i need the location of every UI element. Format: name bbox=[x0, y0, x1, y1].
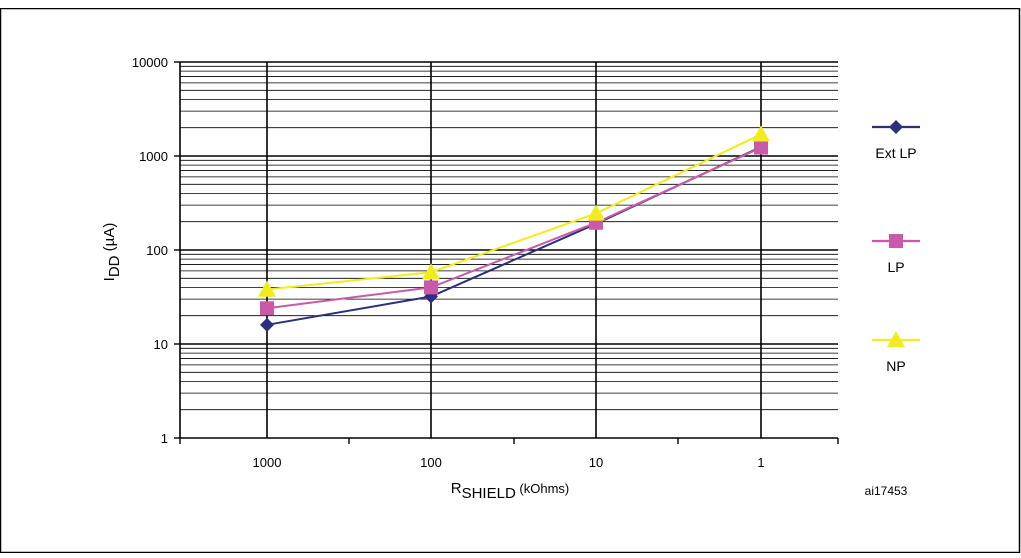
legend-label: Ext LP bbox=[875, 145, 916, 161]
data-point-np bbox=[752, 125, 770, 142]
x-tick-label: 100 bbox=[420, 455, 442, 470]
x-tick-label: 10 bbox=[589, 455, 603, 470]
legend-item-ext-lp: Ext LP bbox=[872, 120, 920, 161]
legend-marker bbox=[889, 234, 903, 248]
legend-label: LP bbox=[887, 259, 904, 275]
data-point-np bbox=[258, 280, 276, 297]
series-group bbox=[258, 125, 770, 332]
x-tick-label: 1 bbox=[757, 455, 764, 470]
figure-id-label: ai17453 bbox=[865, 484, 908, 498]
data-point-lp bbox=[754, 140, 768, 155]
data-point-np bbox=[587, 204, 605, 221]
x-axis-label: RSHIELD (kOhms) bbox=[451, 480, 569, 502]
caption-band bbox=[0, 0, 1021, 8]
y-tick-label: 100 bbox=[146, 243, 168, 258]
legend-label: NP bbox=[886, 358, 905, 374]
data-point-ext-lp bbox=[260, 317, 274, 332]
y-axis-label: IDD (µA) bbox=[101, 223, 123, 282]
legend: Ext LP LP NP bbox=[872, 120, 920, 374]
series-line-lp bbox=[266, 146, 762, 310]
legend-marker bbox=[889, 120, 903, 134]
x-tick-label: 1000 bbox=[253, 455, 282, 470]
axes: 1 10 100 1000 10000 1000 100 10 1 bbox=[132, 55, 839, 470]
y-tick-label: 10000 bbox=[132, 55, 168, 70]
legend-marker bbox=[887, 331, 905, 348]
legend-item-np: NP bbox=[872, 331, 920, 374]
data-point-lp bbox=[424, 280, 438, 295]
y-tick-label: 10 bbox=[154, 337, 168, 352]
y-tick-label: 1000 bbox=[139, 149, 168, 164]
data-point-lp bbox=[260, 301, 274, 316]
series-line-np bbox=[266, 133, 762, 291]
y-tick-label: 1 bbox=[161, 431, 168, 446]
legend-item-lp: LP bbox=[872, 234, 920, 275]
data-point-np bbox=[422, 263, 440, 280]
grid bbox=[180, 61, 838, 439]
